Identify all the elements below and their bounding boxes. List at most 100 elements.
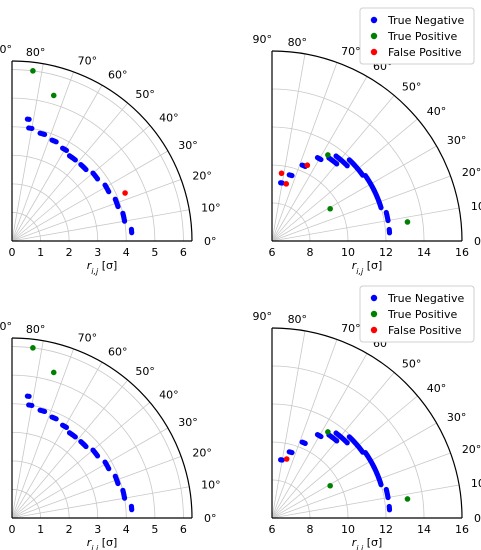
r-tick-label: 3 xyxy=(94,523,101,536)
data-point-true-negative xyxy=(24,393,30,399)
r-gridline xyxy=(11,97,156,242)
r-gridline xyxy=(271,88,425,242)
theta-tick-label: 30° xyxy=(178,139,198,152)
theta-gridline xyxy=(271,484,460,519)
legend-marker xyxy=(370,32,378,40)
data-point-true-negative xyxy=(90,447,96,453)
theta-gridline xyxy=(11,63,44,242)
r-tick-label: 6 xyxy=(269,246,276,259)
r-gridline xyxy=(271,479,311,519)
r-gridline xyxy=(11,374,156,519)
r-gridline xyxy=(11,346,184,519)
r-tick-label: 1 xyxy=(37,246,44,259)
theta-gridline xyxy=(271,62,338,242)
data-point-true-negative xyxy=(278,457,284,463)
theta-tick-label: 80° xyxy=(288,36,308,49)
theta-tick-label: 50° xyxy=(135,365,155,378)
theta-gridline xyxy=(271,95,395,242)
outer-arc xyxy=(11,337,193,519)
data-point-true-negative xyxy=(26,125,32,131)
data-point-true-negative xyxy=(24,116,30,122)
data-point-true-negative xyxy=(386,503,392,510)
legend-label: True Positive xyxy=(387,308,457,321)
legend-marker xyxy=(370,16,378,24)
r-tick-label: 1 xyxy=(37,523,44,536)
legend-label: False Positive xyxy=(388,46,462,59)
theta-tick-label: 30° xyxy=(178,416,198,429)
r-tick-label: 3 xyxy=(94,246,101,259)
theta-gridline xyxy=(11,456,182,519)
data-point-true-negative xyxy=(346,434,352,440)
theta-tick-label: 50° xyxy=(402,357,422,370)
outer-arc xyxy=(271,327,463,519)
theta-tick-label: 40° xyxy=(159,389,179,402)
theta-gridline xyxy=(271,330,306,519)
data-point-true-negative xyxy=(49,414,55,420)
theta-tick-label: 20° xyxy=(192,169,212,182)
r-gridline xyxy=(271,441,349,519)
theta-gridline xyxy=(11,124,151,242)
data-point-true-negative xyxy=(346,157,352,163)
theta-gridline xyxy=(271,339,338,519)
data-point-false-positive xyxy=(283,456,290,462)
theta-gridline xyxy=(271,207,460,242)
theta-gridline xyxy=(11,340,44,519)
r-gridline xyxy=(11,183,70,242)
r-tick-label: 5 xyxy=(151,523,158,536)
r-tick-label: 14 xyxy=(417,246,431,259)
theta-tick-label: 70° xyxy=(78,55,98,68)
legend-box xyxy=(359,7,475,65)
theta-tick-label: 90° xyxy=(0,320,12,333)
theta-gridline xyxy=(11,71,74,242)
data-point-true-negative xyxy=(299,439,305,445)
theta-tick-label: 40° xyxy=(159,112,179,125)
r-tick-label: 0 xyxy=(9,246,16,259)
theta-tick-label: 90° xyxy=(253,33,273,46)
theta-gridline xyxy=(271,422,437,519)
r-gridline xyxy=(11,460,70,519)
theta-tick-label: 0° xyxy=(474,235,481,248)
data-point-true-negative xyxy=(60,145,66,151)
theta-gridline xyxy=(11,486,190,519)
data-point-false-positive xyxy=(122,190,128,196)
r-tick-label: 12 xyxy=(379,523,393,536)
theta-tick-label: 30° xyxy=(447,134,467,147)
r-tick-label: 14 xyxy=(417,523,431,536)
data-point-true-negative xyxy=(128,226,135,232)
data-point-false-positive xyxy=(304,162,311,169)
r-gridline xyxy=(11,489,41,519)
theta-gridline xyxy=(11,427,169,519)
data-point-true-negative xyxy=(383,486,389,493)
r-gridline xyxy=(11,212,41,242)
legend-label: True Negative xyxy=(387,292,464,305)
x-axis-label: ri,j [σ] xyxy=(352,536,383,550)
r-gridline xyxy=(11,431,99,519)
theta-gridline xyxy=(271,372,395,519)
r-tick-label: 2 xyxy=(66,246,73,259)
data-point-true-positive xyxy=(50,92,57,99)
theta-tick-label: 90° xyxy=(253,310,273,323)
legend-marker xyxy=(370,294,378,302)
theta-tick-label: 10° xyxy=(201,202,221,215)
theta-gridline xyxy=(11,209,190,242)
legend-marker xyxy=(370,48,378,56)
r-gridline xyxy=(271,202,311,242)
theta-gridline xyxy=(11,102,129,242)
data-point-true-positive xyxy=(50,369,57,376)
data-point-true-positive xyxy=(30,68,36,74)
data-point-true-negative xyxy=(386,226,392,233)
data-point-true-negative xyxy=(112,473,118,479)
data-point-true-negative xyxy=(128,503,135,509)
r-tick-label: 8 xyxy=(307,523,314,536)
theta-tick-label: 80° xyxy=(26,323,46,336)
legend-label: False Positive xyxy=(388,324,462,337)
theta-tick-label: 10° xyxy=(201,479,221,492)
theta-gridline xyxy=(271,175,451,242)
data-point-true-negative xyxy=(60,422,66,428)
data-point-true-positive xyxy=(327,205,333,212)
theta-gridline xyxy=(271,452,451,519)
data-point-true-negative xyxy=(102,459,108,465)
theta-gridline xyxy=(271,395,418,519)
